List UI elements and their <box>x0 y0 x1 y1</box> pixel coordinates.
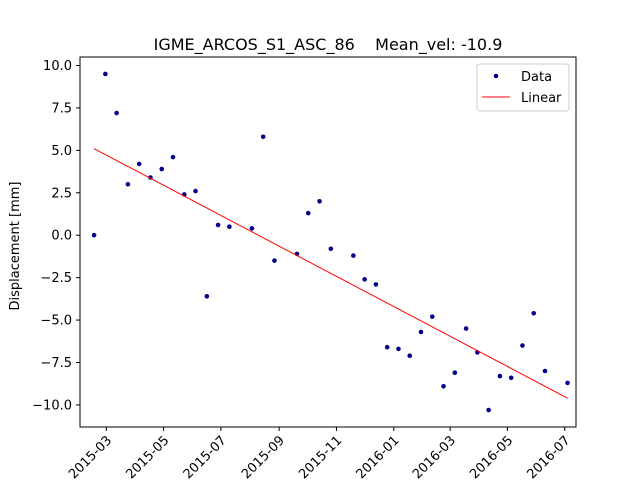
y-axis-label: Displacement [mm] <box>8 182 23 311</box>
series-layer <box>91 71 570 413</box>
data-point <box>373 282 379 287</box>
data-point <box>328 246 334 252</box>
y-tick-label: 2.5 <box>51 186 72 201</box>
data-point <box>418 329 424 335</box>
data-point <box>249 226 255 231</box>
data-point <box>362 277 367 282</box>
data-point <box>114 110 119 116</box>
y-tick-label: 0.0 <box>51 229 72 244</box>
y-tick-label: 7.5 <box>51 101 72 116</box>
data-point <box>272 258 277 263</box>
legend-marker-data <box>493 73 499 79</box>
y-tick-label: −10.0 <box>32 398 72 413</box>
data-point <box>542 368 548 374</box>
data-point <box>136 161 142 167</box>
y-tick-label: 10.0 <box>43 59 72 74</box>
data-point <box>407 353 413 359</box>
y-tick-label: 5.0 <box>51 144 72 159</box>
y-tick-label: −5.0 <box>40 314 72 329</box>
data-point <box>452 370 458 375</box>
data-point <box>91 232 97 238</box>
data-point <box>520 343 525 348</box>
y-tick-label: −7.5 <box>40 356 72 371</box>
data-point <box>159 166 165 172</box>
data-point <box>227 224 232 230</box>
data-point <box>508 375 514 381</box>
y-tick-label: −2.5 <box>40 271 72 286</box>
data-point <box>531 310 537 316</box>
data-point <box>305 210 311 216</box>
legend-frame <box>476 63 570 112</box>
legend-label-linear: Linear <box>521 91 562 106</box>
data-point <box>486 407 491 413</box>
data-point <box>565 380 570 386</box>
data-point <box>441 383 446 389</box>
data-point <box>497 373 503 379</box>
data-point <box>317 198 322 204</box>
legend-label-data: Data <box>521 70 552 85</box>
linear-fit-line <box>93 148 568 399</box>
axes-frame <box>79 56 577 428</box>
data-point <box>260 134 266 140</box>
data-point <box>170 154 176 160</box>
data-point <box>396 346 401 352</box>
data-point <box>429 314 435 319</box>
chart-title: IGME_ARCOS_S1_ASC_86 Mean_vel: -10.9 <box>154 35 503 55</box>
data-point <box>103 71 108 77</box>
data-point <box>193 188 198 194</box>
data-point <box>463 326 469 331</box>
data-point <box>204 294 210 299</box>
data-point <box>351 253 356 258</box>
legend: Data Linear <box>476 63 570 112</box>
data-point <box>125 181 131 187</box>
y-axis: 10.0 7.5 5.0 2.5 0.0 −2.5 −5.0 −7.5 −10.0 <box>32 59 80 413</box>
data-point <box>215 222 221 228</box>
data-point <box>384 344 390 350</box>
